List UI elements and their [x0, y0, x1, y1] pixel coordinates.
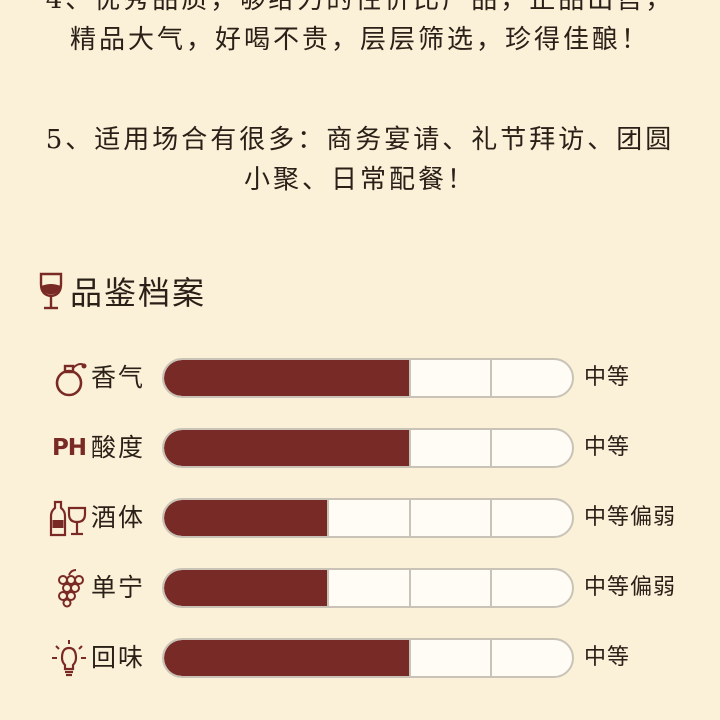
ph-icon: PH [51, 435, 87, 461]
profile-row-label: 香气 [91, 363, 146, 392]
profile-row-label: 酒体 [91, 503, 146, 532]
profile-bar-fill [164, 430, 409, 466]
wine-glass-icon [39, 272, 63, 310]
bar-divider [490, 570, 492, 606]
grape-icon [48, 568, 90, 608]
profile-row-level: 中等偏弱 [584, 575, 677, 600]
bar-divider [327, 500, 329, 536]
profile-row-level: 中等 [584, 645, 631, 670]
profile-row-level: 中等偏弱 [584, 505, 677, 530]
profile-row-label: 单宁 [91, 573, 146, 602]
lightbulb-icon [48, 638, 90, 678]
profile-row-label: 酸度 [91, 433, 146, 462]
profile-bar-fill [164, 360, 409, 396]
profile-row-level: 中等 [584, 435, 631, 460]
description-point-4: 4、优秀品质，够给力的性价比产品，正品出售，精品大气，好喝不贵，层层筛选，珍得佳… [45, 0, 675, 55]
profile-bar [162, 568, 574, 608]
profile-bar [162, 428, 574, 468]
bar-divider [327, 570, 329, 606]
bottle-and-glass-icon [48, 498, 90, 538]
profile-row-body: 酒体 中等偏弱 [48, 498, 688, 538]
bar-divider [409, 640, 411, 676]
profile-bar [162, 638, 574, 678]
profile-bar-fill [164, 570, 327, 606]
bar-divider [490, 360, 492, 396]
profile-row-acidity: PH 酸度 中等 [48, 428, 688, 468]
tasting-profile-heading: 品鉴档案 [36, 268, 206, 314]
description-point-5: 5、适用场合有很多：商务宴请、礼节拜访、团圆小聚、日常配餐！ [45, 125, 675, 195]
section-title: 品鉴档案 [70, 274, 207, 312]
profile-bar [162, 358, 574, 398]
profile-bar-fill [164, 500, 327, 536]
bar-divider [490, 640, 492, 676]
profile-row-aroma: 香气 中等 [48, 358, 688, 398]
bar-divider [409, 570, 411, 606]
bar-divider [409, 430, 411, 466]
perfume-bottle-icon [48, 358, 90, 398]
profile-row-level: 中等 [584, 365, 631, 390]
profile-row-finish: 回味 中等 [48, 638, 688, 678]
profile-bar-fill [164, 640, 409, 676]
bar-divider [490, 430, 492, 466]
bar-divider [409, 500, 411, 536]
profile-row-tannin: 单宁 中等偏弱 [48, 568, 688, 608]
profile-bar [162, 498, 574, 538]
bar-divider [409, 360, 411, 396]
bar-divider [490, 500, 492, 536]
profile-row-label: 回味 [91, 643, 146, 672]
